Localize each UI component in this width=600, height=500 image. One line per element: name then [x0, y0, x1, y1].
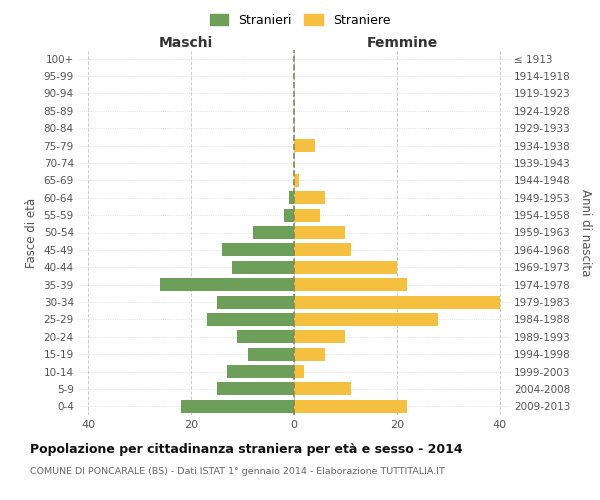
- Legend: Stranieri, Straniere: Stranieri, Straniere: [205, 8, 395, 32]
- Bar: [294, 208, 320, 222]
- Text: Femmine: Femmine: [367, 36, 437, 50]
- Bar: [232, 260, 294, 274]
- Bar: [294, 348, 325, 360]
- Bar: [294, 330, 346, 344]
- Bar: [181, 400, 294, 413]
- Bar: [217, 382, 294, 396]
- Bar: [227, 365, 294, 378]
- Bar: [294, 400, 407, 413]
- Bar: [294, 174, 299, 187]
- Y-axis label: Anni di nascita: Anni di nascita: [579, 189, 592, 276]
- Bar: [294, 226, 346, 239]
- Bar: [294, 260, 397, 274]
- Bar: [206, 313, 294, 326]
- Bar: [294, 382, 350, 396]
- Bar: [294, 139, 314, 152]
- Bar: [294, 296, 500, 308]
- Bar: [294, 244, 350, 256]
- Bar: [284, 208, 294, 222]
- Bar: [294, 313, 438, 326]
- Text: Popolazione per cittadinanza straniera per età e sesso - 2014: Popolazione per cittadinanza straniera p…: [30, 442, 463, 456]
- Text: Maschi: Maschi: [159, 36, 213, 50]
- Bar: [222, 244, 294, 256]
- Bar: [253, 226, 294, 239]
- Bar: [294, 365, 304, 378]
- Bar: [289, 191, 294, 204]
- Bar: [248, 348, 294, 360]
- Bar: [160, 278, 294, 291]
- Bar: [294, 191, 325, 204]
- Text: COMUNE DI PONCARALE (BS) - Dati ISTAT 1° gennaio 2014 - Elaborazione TUTTITALIA.: COMUNE DI PONCARALE (BS) - Dati ISTAT 1°…: [30, 468, 445, 476]
- Bar: [217, 296, 294, 308]
- Bar: [294, 278, 407, 291]
- Bar: [238, 330, 294, 344]
- Y-axis label: Fasce di età: Fasce di età: [25, 198, 38, 268]
